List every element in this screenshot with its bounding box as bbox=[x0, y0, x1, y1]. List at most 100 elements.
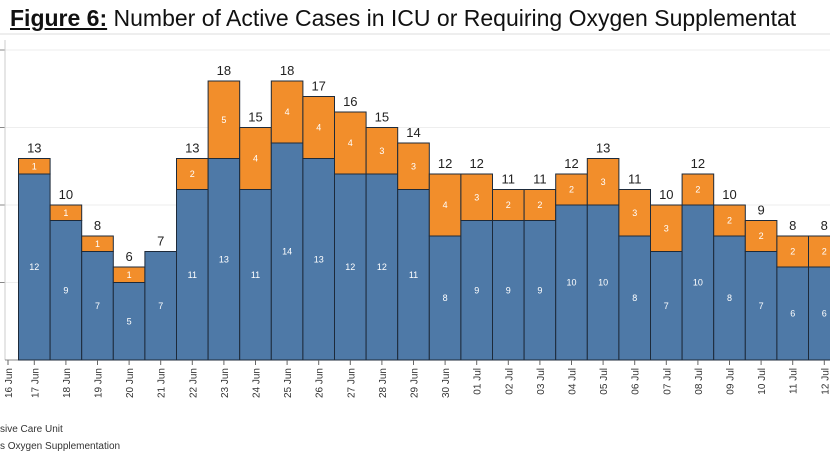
x-tick-label: 07 Jul bbox=[662, 368, 673, 395]
x-tick-label: 01 Jul bbox=[473, 368, 484, 395]
x-tick-label: 25 Jun bbox=[283, 368, 294, 398]
bar-icu-label: 7 bbox=[759, 301, 764, 311]
bar-icu-label: 12 bbox=[377, 262, 387, 272]
x-tick-label: 26 Jun bbox=[315, 368, 326, 398]
chart-title: Figure 6: Number of Active Cases in ICU … bbox=[10, 5, 796, 32]
bar-icu-label: 9 bbox=[474, 285, 479, 295]
bar-icu-label: 11 bbox=[251, 270, 260, 280]
bar-total-label: 13 bbox=[27, 141, 41, 156]
bar-oxygen-label: 4 bbox=[348, 138, 353, 148]
bar-total-label: 11 bbox=[628, 172, 642, 187]
bar-oxygen bbox=[81, 235, 114, 252]
x-tick-label: 12 Jul bbox=[820, 368, 830, 395]
bar-oxygen-label: 2 bbox=[537, 200, 542, 210]
bar-total-label: 15 bbox=[248, 110, 262, 125]
x-tick-label: 30 Jun bbox=[441, 368, 452, 398]
bar-oxygen bbox=[713, 204, 746, 237]
bar-icu bbox=[492, 220, 525, 361]
bar-icu-label: 8 bbox=[443, 293, 448, 303]
bar-icu-label: 13 bbox=[219, 254, 229, 264]
bar-oxygen bbox=[460, 173, 493, 221]
bar-icu-label: 12 bbox=[29, 262, 39, 272]
bar-total-label: 10 bbox=[59, 187, 73, 202]
bar-oxygen-label: 1 bbox=[32, 161, 37, 171]
x-tick-label: 10 Jul bbox=[757, 368, 768, 395]
bar-oxygen-label: 3 bbox=[664, 223, 669, 233]
bar-icu-label: 13 bbox=[314, 254, 324, 264]
bar-icu-label: 11 bbox=[188, 270, 197, 280]
bar-total-label: 8 bbox=[94, 218, 101, 233]
bar-icu-label: 14 bbox=[282, 247, 292, 257]
bar-oxygen-label: 2 bbox=[506, 200, 511, 210]
bar-icu bbox=[144, 251, 177, 361]
x-tick-label: 03 Jul bbox=[536, 368, 547, 395]
bar-total-label: 18 bbox=[217, 63, 231, 78]
bar-oxygen bbox=[555, 173, 588, 206]
bar-oxygen bbox=[744, 220, 778, 252]
bar-oxygen-label: 3 bbox=[632, 208, 637, 218]
x-tick-label: 16 Jun bbox=[4, 368, 15, 398]
bar-oxygen bbox=[586, 158, 620, 206]
bar-icu-label: 10 bbox=[693, 278, 703, 288]
bar-oxygen bbox=[681, 173, 715, 206]
bar-oxygen bbox=[239, 127, 272, 190]
bar-oxygen-label: 2 bbox=[190, 169, 195, 179]
bar-oxygen-label: 2 bbox=[569, 185, 574, 195]
x-tick-label: 19 Jun bbox=[94, 368, 105, 398]
x-tick-label: 24 Jun bbox=[252, 368, 263, 398]
bar-oxygen bbox=[808, 235, 830, 268]
bar-oxygen-label: 2 bbox=[695, 185, 700, 195]
x-tick-label: 27 Jun bbox=[346, 368, 357, 398]
bar-total-label: 15 bbox=[375, 110, 389, 125]
bar-icu bbox=[302, 158, 335, 361]
bar-total-label: 9 bbox=[757, 203, 764, 218]
bar-icu-label: 8 bbox=[632, 293, 637, 303]
bar-oxygen-label: 3 bbox=[474, 192, 479, 202]
x-tick-label: 29 Jun bbox=[410, 368, 421, 398]
bar-icu bbox=[523, 220, 557, 361]
bar-total-label: 17 bbox=[311, 79, 325, 94]
bar-oxygen-label: 3 bbox=[379, 146, 384, 156]
legend-item-icu: sive Care Unit bbox=[0, 424, 63, 435]
figure-label: Figure 6: bbox=[10, 5, 108, 31]
bar-icu-label: 10 bbox=[598, 278, 608, 288]
bar-total-label: 7 bbox=[157, 234, 164, 249]
x-tick-label: 11 Jul bbox=[789, 368, 800, 394]
bar-total-label: 12 bbox=[469, 156, 483, 171]
bar-oxygen-label: 4 bbox=[253, 154, 258, 164]
bar-total-label: 10 bbox=[659, 187, 673, 202]
bar-oxygen bbox=[776, 235, 810, 268]
bar-oxygen bbox=[492, 189, 525, 221]
bar-oxygen bbox=[618, 189, 652, 237]
x-tick-label: 21 Jun bbox=[157, 368, 168, 398]
bar-icu-label: 5 bbox=[127, 316, 132, 326]
bar-icu-label: 9 bbox=[537, 285, 542, 295]
bar-icu-label: 6 bbox=[822, 309, 827, 319]
x-tick-label: 02 Jul bbox=[504, 368, 515, 395]
x-tick-label: 06 Jul bbox=[631, 368, 642, 395]
bar-total-label: 10 bbox=[722, 187, 736, 202]
bar-icu-label: 9 bbox=[506, 285, 511, 295]
bar-oxygen-label: 2 bbox=[790, 247, 795, 257]
bar-total-label: 11 bbox=[533, 172, 547, 187]
bar-oxygen-label: 3 bbox=[601, 177, 606, 187]
bar-total-label: 6 bbox=[125, 249, 132, 264]
x-tick-label: 09 Jul bbox=[726, 368, 737, 395]
bar-icu-label: 9 bbox=[63, 285, 68, 295]
x-tick-label: 08 Jul bbox=[694, 368, 705, 395]
bar-oxygen-label: 5 bbox=[221, 115, 226, 125]
x-tick-label: 05 Jul bbox=[599, 368, 610, 395]
bar-icu bbox=[776, 266, 810, 361]
bar-oxygen-label: 4 bbox=[443, 200, 448, 210]
bar-oxygen-label: 2 bbox=[822, 247, 827, 257]
bar-icu-label: 7 bbox=[95, 301, 100, 311]
bar-oxygen bbox=[207, 80, 241, 159]
bar-oxygen-label: 2 bbox=[727, 216, 732, 226]
bar-total-label: 13 bbox=[596, 141, 610, 156]
bar-icu-label: 6 bbox=[790, 309, 795, 319]
bar-oxygen-label: 1 bbox=[95, 239, 100, 249]
bar-icu bbox=[397, 189, 430, 361]
bar-oxygen-label: 4 bbox=[285, 107, 290, 117]
